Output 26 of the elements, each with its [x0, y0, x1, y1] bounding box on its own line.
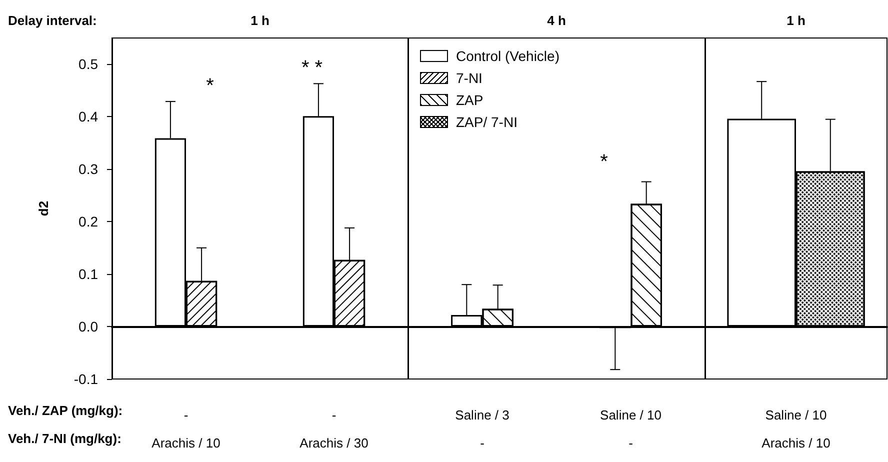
- y-axis-title: d2: [36, 200, 51, 216]
- legend-label: ZAP/ 7-NI: [456, 114, 518, 130]
- text: Veh./ ZAP (mg/kg):: [8, 403, 123, 418]
- x-tick-label: - Arachis / 10: [152, 408, 220, 450]
- y-tick-label: 0.3: [78, 161, 98, 178]
- x-tick-label: Saline / 10 -: [600, 408, 662, 450]
- y-tick-label: 0.2: [78, 214, 98, 230]
- y-tick-label: 0.5: [78, 56, 98, 72]
- chart-title: 1 h: [250, 13, 270, 28]
- x-tick-label: - Arachis / 30: [300, 408, 368, 450]
- text: Delay interval:: [8, 13, 97, 28]
- y-tick-label: 0.1: [78, 266, 98, 282]
- x-tick-label: Saline / 3 -: [455, 408, 510, 450]
- y-tick-label: -0.1: [74, 371, 98, 387]
- legend-label: Control (Vehicle): [456, 48, 560, 64]
- annotation: *: [600, 151, 608, 173]
- chart-title: 4 h: [547, 13, 566, 28]
- text: Veh./ 7-NI (mg/kg):: [8, 431, 122, 446]
- legend-label: 7-NI: [456, 70, 482, 86]
- y-tick-label: 0.4: [78, 108, 98, 125]
- annotation: * *: [301, 57, 323, 79]
- x-tick-label: Saline / 10 Arachis / 10: [762, 408, 830, 450]
- y-tick-label: 0.0: [78, 318, 98, 335]
- legend-label: ZAP: [456, 92, 484, 108]
- chart-title: 1 h: [786, 13, 806, 28]
- annotation: *: [206, 75, 214, 97]
